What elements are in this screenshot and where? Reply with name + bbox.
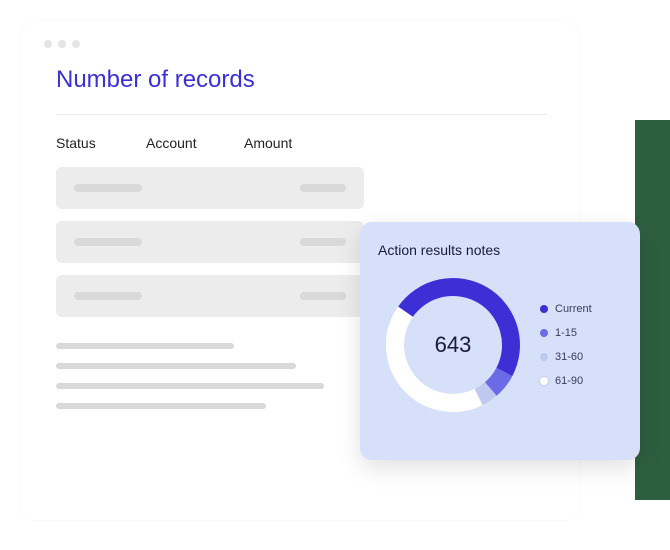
page-title: Number of records [20,48,580,114]
legend-item: 61-90 [540,375,592,387]
placeholder-bar [300,238,346,246]
placeholder-line [56,383,324,389]
legend-label: Current [555,303,592,315]
legend-dot-icon [540,305,548,313]
placeholder-bar [300,184,346,192]
legend-item: Current [540,303,592,315]
donut-segment [491,372,505,389]
donut-segment [479,389,491,397]
placeholder-line [56,363,296,369]
table-row [56,275,364,317]
legend-label: 31-60 [555,351,583,363]
placeholder-line [56,343,234,349]
window-dot-icon [58,40,66,48]
table-row [56,167,364,209]
placeholder-line [56,403,266,409]
column-amount: Amount [244,135,324,151]
placeholder-bar [74,238,142,246]
column-account: Account [146,135,244,151]
table-row [56,221,364,263]
legend-dot-icon [540,377,548,385]
table-header-row: Status Account Amount [20,115,580,167]
window-dot-icon [44,40,52,48]
legend-dot-icon [540,329,548,337]
column-status: Status [56,135,146,151]
legend-label: 61-90 [555,375,583,387]
action-results-card: Action results notes 643 Current 1-15 31-6… [360,222,640,460]
donut-chart: 643 [378,270,528,420]
legend-item: 31-60 [540,351,592,363]
placeholder-bar [300,292,346,300]
legend-item: 1-15 [540,327,592,339]
placeholder-bar [74,292,142,300]
legend-label: 1-15 [555,327,577,339]
placeholder-bar [74,184,142,192]
donut-center-value: 643 [435,332,472,358]
legend: Current 1-15 31-60 61-90 [540,303,592,387]
donut-segment [405,287,511,372]
card-title: Action results notes [378,242,622,258]
window-controls [20,40,580,48]
legend-dot-icon [540,353,548,361]
decor-green-strip [635,120,670,500]
chart-area: 643 Current 1-15 31-60 61-90 [378,270,622,420]
window-dot-icon [72,40,80,48]
